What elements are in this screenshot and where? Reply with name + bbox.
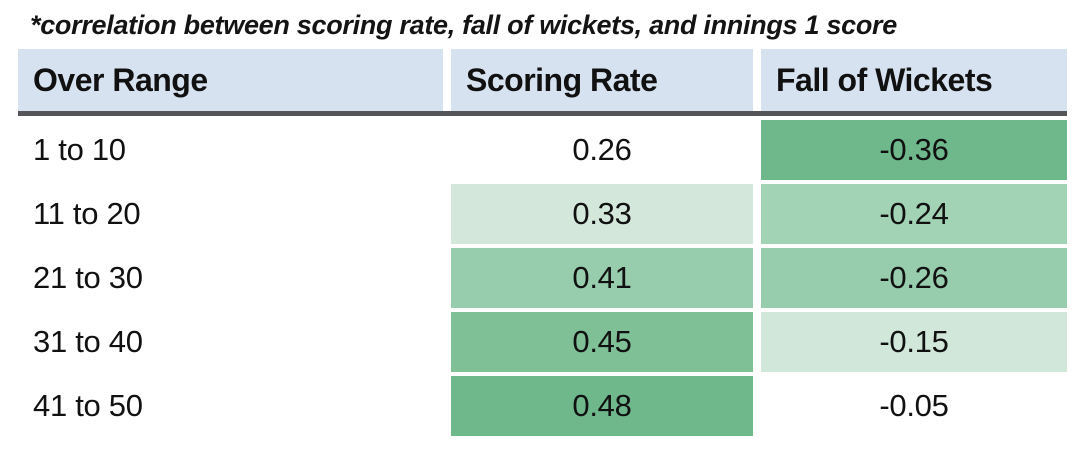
table-row: 21 to 30 0.41 -0.26	[18, 248, 1067, 308]
fall-of-wickets-cell: -0.26	[761, 248, 1067, 308]
fall-of-wickets-cell: -0.24	[761, 184, 1067, 244]
over-range-cell: 41 to 50	[33, 388, 143, 423]
header-divider	[18, 111, 1067, 116]
header-fall-of-wickets: Fall of Wickets	[761, 49, 1067, 111]
fall-of-wickets-cell: -0.05	[761, 376, 1067, 436]
correlation-table: Over Range Scoring Rate Fall of Wickets …	[18, 49, 1067, 436]
table-row: 1 to 10 0.26 -0.36	[18, 120, 1067, 180]
fall-of-wickets-cell: -0.36	[761, 120, 1067, 180]
scoring-rate-cell: 0.33	[451, 184, 753, 244]
scoring-rate-cell: 0.48	[451, 376, 753, 436]
scoring-rate-cell: 0.45	[451, 312, 753, 372]
table-row: 31 to 40 0.45 -0.15	[18, 312, 1067, 372]
table-row: 11 to 20 0.33 -0.24	[18, 184, 1067, 244]
over-range-cell: 31 to 40	[33, 324, 143, 359]
table-caption: *correlation between scoring rate, fall …	[30, 10, 897, 40]
header-scoring-rate: Scoring Rate	[451, 49, 753, 111]
over-range-cell: 11 to 20	[33, 196, 141, 231]
header-over-range: Over Range	[18, 49, 443, 111]
over-range-cell: 21 to 30	[33, 260, 143, 295]
fall-of-wickets-cell: -0.15	[761, 312, 1067, 372]
table-row: 41 to 50 0.48 -0.05	[18, 376, 1067, 436]
scoring-rate-cell: 0.41	[451, 248, 753, 308]
table-header-row: Over Range Scoring Rate Fall of Wickets	[18, 49, 1067, 111]
over-range-cell: 1 to 10	[33, 132, 126, 167]
scoring-rate-cell: 0.26	[451, 120, 753, 180]
